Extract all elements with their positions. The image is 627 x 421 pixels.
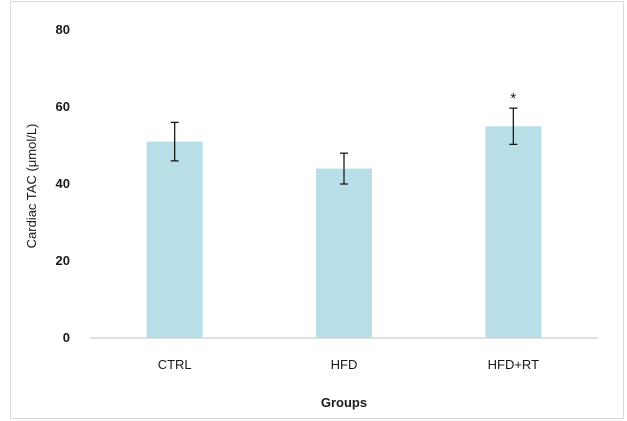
y-tick-label: 80 bbox=[56, 22, 70, 37]
bar-hfd-rt bbox=[485, 126, 542, 338]
bar-ctrl bbox=[146, 141, 203, 338]
y-axis-title: Cardiac TAC (μmol/L) bbox=[24, 124, 39, 249]
bar-hfd bbox=[316, 168, 372, 338]
y-tick-label: 60 bbox=[56, 99, 70, 114]
x-axis-title: Groups bbox=[321, 395, 367, 410]
y-tick-label: 0 bbox=[63, 330, 70, 345]
x-tick-label: CTRL bbox=[158, 357, 192, 372]
x-tick-label: HFD+RT bbox=[488, 357, 539, 372]
y-tick-label: 20 bbox=[56, 253, 70, 268]
significance-marker: * bbox=[510, 90, 516, 107]
y-tick-label: 40 bbox=[56, 176, 70, 191]
x-axis-ticks: CTRL HFD HFD+RT bbox=[158, 357, 539, 372]
y-axis-ticks: 0 20 40 60 80 bbox=[56, 22, 70, 345]
x-tick-label: HFD bbox=[331, 357, 358, 372]
error-bars bbox=[170, 107, 518, 185]
annotations: * bbox=[510, 90, 516, 107]
bars bbox=[146, 126, 542, 338]
